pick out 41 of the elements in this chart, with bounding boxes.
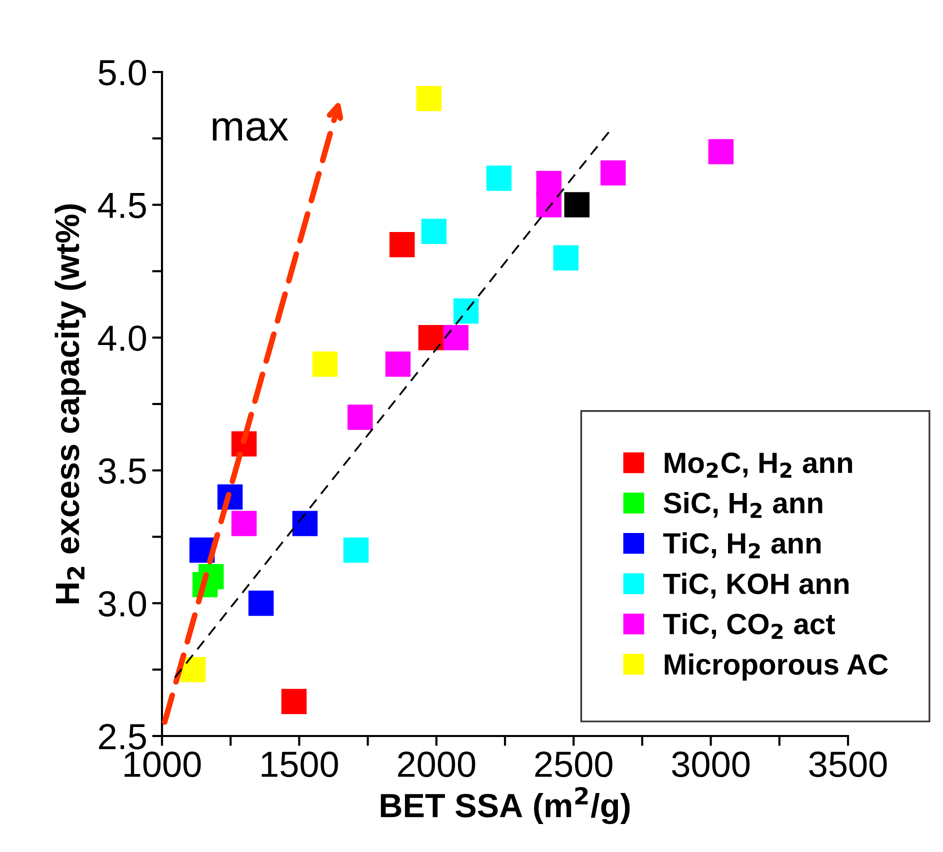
- point: [343, 537, 369, 563]
- point: [443, 324, 468, 350]
- x-tick-label: 2500: [535, 752, 612, 778]
- y-tick-label: 5.0: [98, 60, 146, 86]
- y-tick-label: 4.5: [98, 193, 146, 218]
- point: [389, 232, 415, 258]
- legend-label: SiC, H$_{2}$ ann: [664, 492, 822, 518]
- legend-label: TiC, CO$_{2}$ act: [663, 612, 835, 639]
- y-tick-label: 3.0: [98, 591, 146, 617]
- point: [453, 298, 479, 324]
- y-tick-label: 3.5: [98, 458, 146, 484]
- point: [421, 218, 447, 244]
- legend-label: TiC, KOH ann: [663, 572, 849, 598]
- point: [231, 510, 257, 536]
- legend-label: Mo$_{2}$C, H$_{2}$ ann: [664, 452, 852, 478]
- point: [292, 510, 318, 536]
- point: [486, 166, 512, 191]
- point: [418, 324, 444, 350]
- legend-label: TiC, H$_{2}$ ann: [663, 532, 821, 558]
- y-tick-label: 4.0: [98, 325, 146, 352]
- point: [600, 160, 626, 186]
- legend-label: Microporous AC: [664, 653, 888, 681]
- x-tick-label: 2000: [398, 752, 476, 778]
- x-tick-label: 1500: [262, 752, 338, 778]
- annotation: max: [212, 118, 288, 141]
- point: [416, 86, 442, 112]
- point: [385, 352, 411, 377]
- y-axis-title: H$_{2}$ excess capacity (wt%): [54, 204, 86, 604]
- point: [248, 590, 274, 616]
- point: [281, 688, 307, 714]
- point: [312, 352, 338, 377]
- x-tick-label: 3500: [809, 752, 887, 778]
- x-tick-label: 1000: [124, 752, 201, 778]
- point: [536, 192, 562, 218]
- point: [553, 245, 579, 271]
- x-axis-title: BET SSA (m$^{2}$/g): [380, 787, 630, 824]
- y-tick-label: 2.5: [99, 724, 146, 750]
- point: [564, 192, 590, 218]
- point: [348, 404, 373, 430]
- x-tick-label: 3000: [672, 752, 750, 778]
- point: [708, 139, 734, 164]
